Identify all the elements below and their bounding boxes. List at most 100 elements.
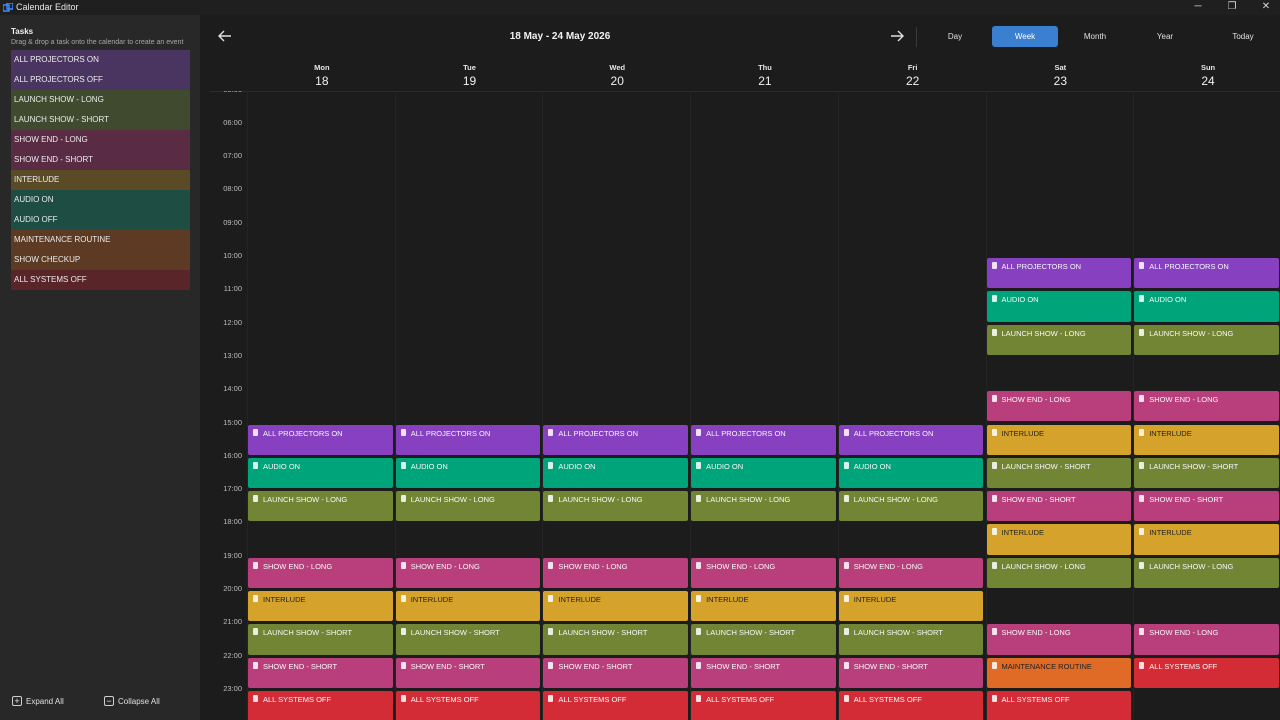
day-number: 19	[462, 74, 477, 88]
calendar-event[interactable]: ALL PROJECTORS ON	[1134, 258, 1279, 289]
calendar-event[interactable]: SHOW END - LONG	[248, 557, 393, 588]
task-item[interactable]: ALL PROJECTORS ON	[11, 50, 190, 70]
calendar-event[interactable]: LAUNCH SHOW - LONG	[1134, 324, 1279, 355]
task-item[interactable]: ALL PROJECTORS OFF	[11, 70, 190, 90]
calendar-event[interactable]: AUDIO ON	[838, 457, 984, 489]
calendar-event[interactable]: INTERLUDE	[248, 591, 393, 622]
calendar-event[interactable]: MAINTENANCE ROUTINE	[986, 657, 1132, 688]
task-item[interactable]: AUDIO ON	[11, 190, 190, 210]
event-note-icon	[843, 428, 849, 436]
calendar-event[interactable]: INTERLUDE	[1134, 424, 1279, 455]
grid-top-line	[210, 91, 1280, 92]
task-item[interactable]: SHOW END - SHORT	[11, 150, 190, 170]
view-button-year[interactable]: Year	[1156, 32, 1174, 41]
hour-label: 22:00	[223, 650, 242, 660]
minimize-button[interactable]: ─	[1194, 1, 1202, 12]
calendar-event[interactable]: ALL PROJECTORS ON	[395, 424, 541, 455]
view-button-month[interactable]: Month	[1083, 32, 1107, 41]
calendar-event[interactable]: SHOW END - LONG	[838, 557, 984, 588]
calendar-event[interactable]: SHOW END - SHORT	[543, 657, 689, 688]
tasks-hint: Drag & drop a task onto the calendar to …	[11, 39, 184, 46]
calendar-event[interactable]: LAUNCH SHOW - SHORT	[986, 457, 1132, 489]
calendar-event[interactable]: SHOW END - SHORT	[691, 657, 836, 688]
next-week-arrow-icon[interactable]	[888, 28, 906, 44]
calendar-event[interactable]: LAUNCH SHOW - SHORT	[248, 624, 393, 655]
column-divider	[542, 91, 544, 720]
calendar-event[interactable]: AUDIO ON	[691, 457, 836, 489]
task-item[interactable]: ALL SYSTEMS OFF	[11, 270, 190, 290]
calendar-event[interactable]: LAUNCH SHOW - LONG	[1134, 557, 1279, 588]
task-item[interactable]: INTERLUDE	[11, 170, 190, 190]
column-divider	[837, 91, 839, 720]
view-button-today[interactable]: Today	[1232, 32, 1254, 41]
calendar-event[interactable]: INTERLUDE	[986, 424, 1132, 455]
event-label: ALL SYSTEMS OFF	[853, 694, 922, 704]
calendar-event[interactable]: LAUNCH SHOW - LONG	[986, 324, 1132, 355]
calendar-event[interactable]: ALL PROJECTORS ON	[691, 424, 836, 455]
calendar-event[interactable]: INTERLUDE	[838, 591, 984, 622]
calendar-event[interactable]: LAUNCH SHOW - SHORT	[543, 624, 689, 655]
hour-label: 16:00	[223, 450, 242, 460]
calendar-event[interactable]: SHOW END - LONG	[1134, 624, 1279, 655]
task-item[interactable]: SHOW CHECKUP	[11, 250, 190, 270]
calendar-event[interactable]: SHOW END - LONG	[986, 391, 1132, 422]
calendar-event[interactable]: SHOW END - LONG	[1134, 391, 1279, 422]
calendar-event[interactable]: INTERLUDE	[1134, 524, 1279, 555]
calendar-event[interactable]: ALL SYSTEMS OFF	[986, 690, 1132, 720]
calendar-event[interactable]: ALL SYSTEMS OFF	[543, 690, 689, 720]
calendar-event[interactable]: ALL SYSTEMS OFF	[395, 690, 541, 720]
calendar-event[interactable]: LAUNCH SHOW - SHORT	[838, 624, 984, 655]
calendar-event[interactable]: LAUNCH SHOW - SHORT	[1134, 457, 1279, 489]
calendar-event[interactable]: LAUNCH SHOW - LONG	[986, 557, 1132, 588]
calendar-event[interactable]: ALL SYSTEMS OFF	[838, 690, 984, 720]
calendar-event[interactable]: SHOW END - SHORT	[986, 491, 1132, 522]
calendar-event[interactable]: ALL SYSTEMS OFF	[248, 690, 393, 720]
task-item[interactable]: LAUNCH SHOW - LONG	[11, 90, 190, 110]
calendar-event[interactable]: LAUNCH SHOW - LONG	[838, 491, 984, 522]
calendar-event[interactable]: INTERLUDE	[986, 524, 1132, 555]
calendar-event[interactable]: ALL SYSTEMS OFF	[691, 690, 836, 720]
event-note-icon	[843, 694, 849, 702]
calendar-event[interactable]: SHOW END - SHORT	[248, 657, 393, 688]
calendar-event[interactable]: LAUNCH SHOW - LONG	[248, 491, 393, 522]
calendar-event[interactable]: SHOW END - SHORT	[838, 657, 984, 688]
calendar-event[interactable]: ALL SYSTEMS OFF	[1134, 657, 1279, 688]
calendar-event[interactable]: INTERLUDE	[395, 591, 541, 622]
calendar-event[interactable]: SHOW END - LONG	[395, 557, 541, 588]
calendar-event[interactable]: ALL PROJECTORS ON	[838, 424, 984, 455]
collapse-all-button[interactable]: − Collapse All	[104, 696, 160, 706]
task-item[interactable]: MAINTENANCE ROUTINE	[11, 230, 190, 250]
view-button-day[interactable]: Day	[947, 32, 963, 41]
restore-button[interactable]: ❐	[1227, 1, 1237, 12]
calendar-event[interactable]: LAUNCH SHOW - SHORT	[395, 624, 541, 655]
calendar-event[interactable]: AUDIO ON	[1134, 291, 1279, 322]
calendar-event[interactable]: ALL PROJECTORS ON	[543, 424, 689, 455]
calendar-event[interactable]: ALL PROJECTORS ON	[986, 258, 1132, 289]
calendar-event[interactable]: INTERLUDE	[691, 591, 836, 622]
expand-all-button[interactable]: + Expand All	[12, 696, 64, 706]
calendar-event[interactable]: SHOW END - SHORT	[1134, 491, 1279, 522]
view-button-week[interactable]: Week	[992, 26, 1058, 47]
calendar-event[interactable]: LAUNCH SHOW - LONG	[543, 491, 689, 522]
calendar-event[interactable]: AUDIO ON	[395, 457, 541, 489]
task-item[interactable]: LAUNCH SHOW - SHORT	[11, 110, 190, 130]
calendar-event[interactable]: LAUNCH SHOW - LONG	[395, 491, 541, 522]
tasks-title: Tasks	[11, 27, 34, 36]
prev-week-arrow-icon[interactable]	[216, 28, 234, 44]
task-item[interactable]: AUDIO OFF	[11, 210, 190, 230]
close-button[interactable]: ✕	[1261, 1, 1271, 12]
calendar-event[interactable]: INTERLUDE	[543, 591, 689, 622]
calendar-event[interactable]: SHOW END - LONG	[543, 557, 689, 588]
calendar-event[interactable]: LAUNCH SHOW - LONG	[691, 491, 836, 522]
calendar-event[interactable]: AUDIO ON	[543, 457, 689, 489]
task-item[interactable]: SHOW END - LONG	[11, 130, 190, 150]
calendar-event[interactable]: AUDIO ON	[986, 291, 1132, 322]
column-divider	[247, 91, 248, 720]
calendar-event[interactable]: SHOW END - SHORT	[395, 657, 541, 688]
calendar-event[interactable]: LAUNCH SHOW - SHORT	[691, 624, 836, 655]
calendar-event[interactable]: SHOW END - LONG	[691, 557, 836, 588]
calendar-event[interactable]: SHOW END - LONG	[986, 624, 1132, 655]
calendar-event[interactable]: AUDIO ON	[248, 457, 393, 489]
calendar-event[interactable]: ALL PROJECTORS ON	[248, 424, 393, 455]
event-note-icon	[991, 561, 997, 569]
